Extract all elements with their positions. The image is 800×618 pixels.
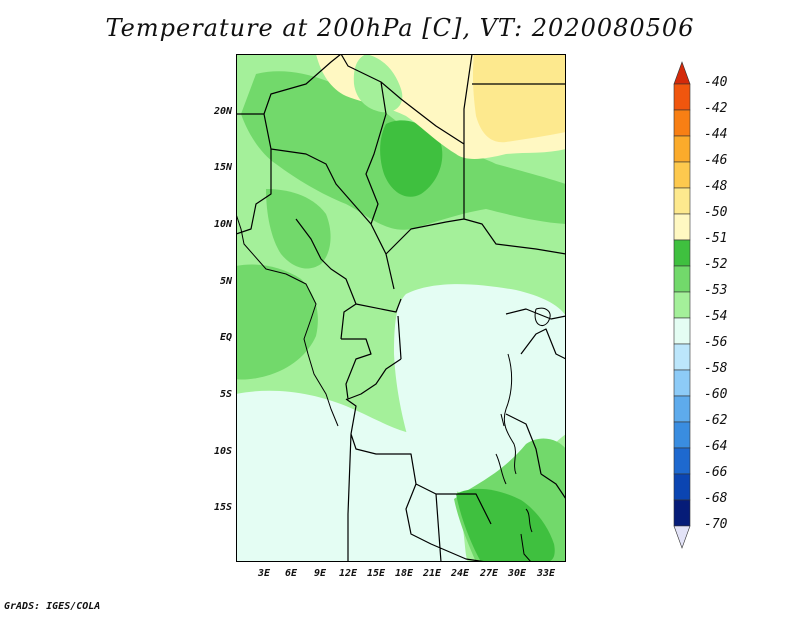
cold-region-channel <box>346 440 451 562</box>
colorbar-swatch <box>673 109 691 137</box>
colorbar-swatch <box>673 187 691 215</box>
lat-label-5n: 5N <box>219 276 232 287</box>
lat-label-5s: 5S <box>219 389 232 400</box>
colorbar-swatch <box>673 161 691 189</box>
lon-label-24e: 24E <box>450 568 470 579</box>
colorbar-swatch <box>673 499 691 527</box>
colorbar-label: -68 <box>704 491 728 506</box>
map-frame <box>236 54 566 562</box>
colorbar-label: -60 <box>704 387 728 402</box>
colorbar-label: -62 <box>704 413 728 428</box>
colorbar-label: -40 <box>704 75 728 90</box>
colorbar-label: -46 <box>704 153 728 168</box>
lon-label-12e: 12E <box>338 568 358 579</box>
colorbar-label: -51 <box>704 231 728 246</box>
colorbar-swatch <box>673 395 691 423</box>
colorbar-swatch <box>673 473 691 501</box>
coastlines-and-lakes <box>236 213 551 562</box>
country-borders <box>236 54 566 562</box>
lon-label-9e: 9E <box>313 568 327 579</box>
colorbar-swatch <box>673 421 691 449</box>
lat-label-20n: 20N <box>213 106 232 117</box>
lat-label-10n: 10N <box>213 219 232 230</box>
green-patch-west-coast <box>236 264 318 380</box>
lon-label-27e: 27E <box>479 568 499 579</box>
colorbar-label: -54 <box>704 309 728 324</box>
colorbar-swatch <box>673 447 691 475</box>
colorbar-label: -53 <box>704 283 728 298</box>
map-title: Temperature at 200hPa [C], VT: 202008050… <box>105 14 695 42</box>
lon-label-30e: 30E <box>507 568 527 579</box>
colorbar-arrow-top <box>673 61 691 85</box>
colorbar-label: -58 <box>704 361 728 376</box>
colorbar-label: -44 <box>704 127 728 142</box>
lon-label-6e: 6E <box>284 568 298 579</box>
green-patch-dark-north <box>380 120 443 197</box>
lon-label-15e: 15E <box>366 568 386 579</box>
colorbar-swatch <box>673 265 691 293</box>
colorbar-label: -56 <box>704 335 728 350</box>
colorbar-label: -42 <box>704 101 728 116</box>
grads-credit: GrADS: IGES/COLA <box>4 601 101 612</box>
cold-region-congo <box>394 284 566 496</box>
colorbar-label: -70 <box>704 517 728 532</box>
lon-label-33e: 33E <box>536 568 556 579</box>
lat-label-eq: EQ <box>219 332 232 343</box>
colorbar-arrow-bottom <box>673 525 691 549</box>
lat-label-15s: 15S <box>213 502 232 513</box>
lat-label-15n: 15N <box>213 162 232 173</box>
colorbar-label: -50 <box>704 205 728 220</box>
lat-label-10s: 10S <box>213 446 232 457</box>
colorbar-swatch <box>673 239 691 267</box>
colorbar-swatch <box>673 135 691 163</box>
colorbar-swatch <box>673 213 691 241</box>
green-patch-dark-southeast <box>456 488 555 562</box>
lon-label-21e: 21E <box>422 568 442 579</box>
colorbar-swatch <box>673 369 691 397</box>
coastline-west <box>236 213 339 427</box>
lon-label-3e: 3E <box>257 568 271 579</box>
border-lines <box>236 54 566 562</box>
lon-label-18e: 18E <box>394 568 414 579</box>
colorbar-label: -66 <box>704 465 728 480</box>
green-patch-north-center <box>353 54 403 113</box>
colorbar-swatch <box>673 343 691 371</box>
temperature-map <box>236 54 566 562</box>
colorbar-label: -64 <box>704 439 728 454</box>
colorbar-swatch <box>673 83 691 111</box>
colorbar <box>673 61 691 549</box>
colorbar-swatch <box>673 317 691 345</box>
lake-shores-east <box>495 307 551 562</box>
colorbar-swatch <box>673 291 691 319</box>
colorbar-label: -48 <box>704 179 728 194</box>
colorbar-label: -52 <box>704 257 728 272</box>
warm-region-north-east <box>472 54 566 143</box>
green-patch-cameroon <box>266 189 331 269</box>
